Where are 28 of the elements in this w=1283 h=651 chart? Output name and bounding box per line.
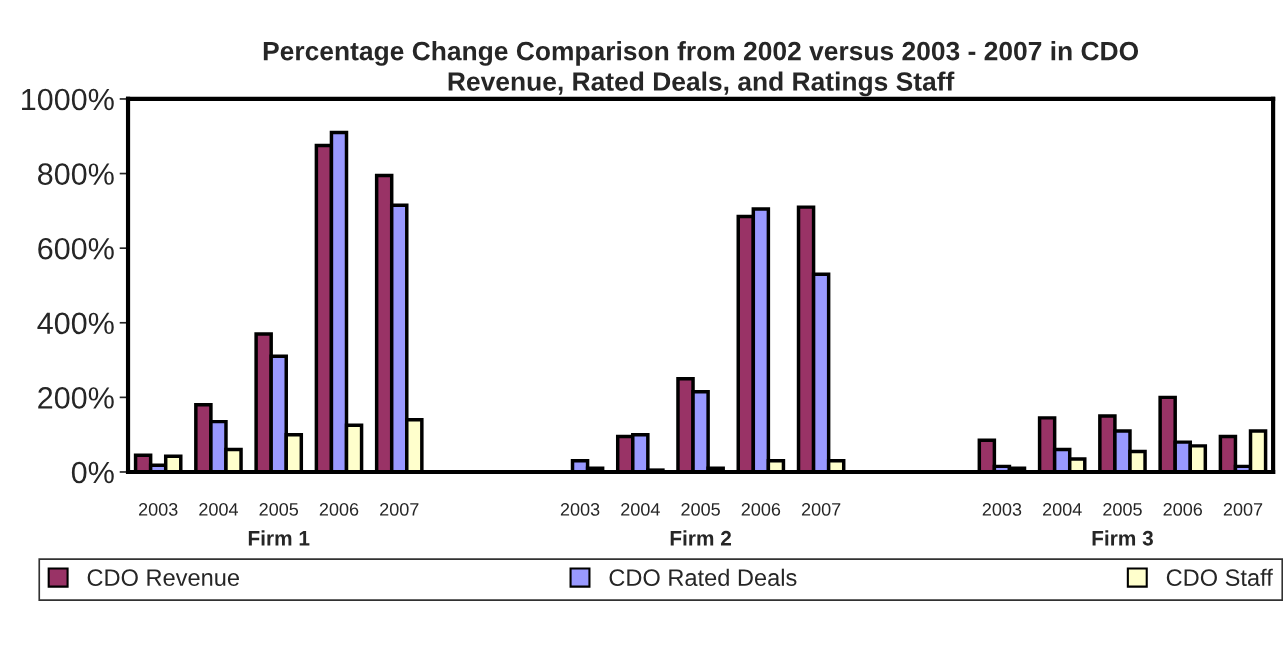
y-tick-label: 200% <box>38 387 114 409</box>
x-tick-label: 2003 <box>982 503 1022 516</box>
x-tick-label: 2004 <box>621 503 660 516</box>
x-tick-label: 2006 <box>1163 503 1203 516</box>
x-tick-label: 2005 <box>259 503 299 516</box>
chart-title: Percentage Change Comparison from 2002 versus 2003 - 2007 in CDO Revenue, Rated Deals, and Ratings Staff <box>263 41 1139 97</box>
text: Firm 3 <box>1092 530 1153 546</box>
y-tick-label: 400% <box>37 312 114 335</box>
legend-label: CDO Staff <box>1166 568 1273 587</box>
text: Firm 1 <box>248 530 310 546</box>
x-tick-label: 2003 <box>139 503 178 516</box>
x-tick-label: 2007 <box>380 503 419 516</box>
legend-label: CDO Revenue <box>87 569 239 587</box>
legend-label: CDO Rated Deals <box>609 568 797 587</box>
y-tick-label: 1000% <box>22 88 114 111</box>
y-tick-label: 600% <box>38 237 114 260</box>
x-tick-label: 2003 <box>560 503 600 516</box>
x-tick-label: 2005 <box>681 503 720 516</box>
x-tick-label: 2006 <box>741 503 781 516</box>
y-tick-label: 0% <box>71 461 114 484</box>
x-tick-label: 2007 <box>1223 503 1263 516</box>
x-tick-label: 2007 <box>801 503 841 516</box>
x-tick-label: 2005 <box>1103 503 1142 516</box>
x-tick-label: 2004 <box>199 503 238 516</box>
text: Firm 2 <box>670 530 732 546</box>
y-tick-label: 800% <box>38 163 114 185</box>
x-tick-label: 2006 <box>319 503 359 516</box>
x-tick-label: 2004 <box>1043 503 1082 516</box>
